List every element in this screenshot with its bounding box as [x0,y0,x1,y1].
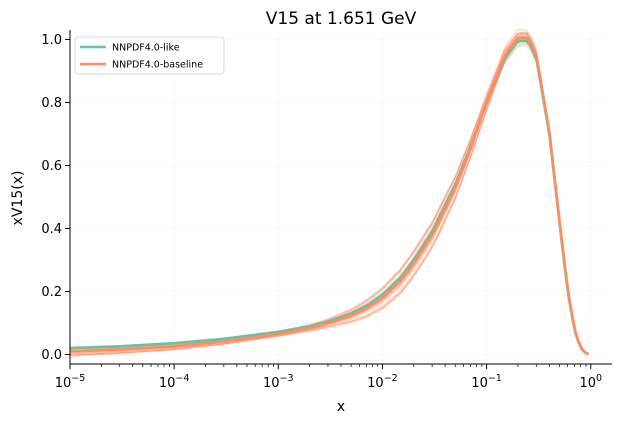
replica-line [69,33,589,355]
y-tick-label: 0.6 [41,159,62,174]
x-tick-label: 10−2 [367,373,398,391]
replica-line [69,31,589,355]
replica-line [69,45,589,355]
replica-line [69,40,589,357]
replica-line [69,42,589,355]
y-axis-label: xV15(x) [10,171,26,226]
x-tick-label: 10−1 [471,373,502,391]
replica-bands [69,28,589,357]
x-tick-label: 10−3 [263,373,294,391]
replica-line [69,29,589,355]
replica-line [69,28,589,355]
replica-line [69,38,589,355]
replica-line [69,37,589,356]
x-tick-label: 10−5 [55,373,86,391]
replica-line [69,32,589,356]
replica-line [69,45,589,356]
replica-line [69,41,589,355]
x-axis-label: x [337,399,345,415]
replica-line [69,35,589,355]
replica-line [69,39,589,355]
replica-line [69,34,589,355]
replica-line [69,39,589,355]
replica-line [69,28,589,356]
y-tick-label: 0.4 [41,222,62,237]
y-tick-label: 0.2 [41,285,62,300]
replica-line [69,32,589,355]
replica-line [69,33,589,355]
replica-line [69,43,589,355]
replica-line [69,35,589,355]
replica-line [69,35,589,355]
replica-line [69,39,589,355]
replica-line [69,33,589,355]
replica-line [69,43,589,355]
replica-line [69,32,589,355]
replica-line [69,32,589,355]
series-line-2 [69,36,590,356]
replica-line [69,42,589,355]
x-tick-label: 100 [579,373,602,391]
legend: NNPDF4.0-like NNPDF4.0-baseline [74,36,225,75]
replica-line [69,40,589,355]
y-tick-label: 0.8 [41,96,62,111]
ticks: 10−5 10−4 10−3 10−2 10−1 100 0.0 0.2 0.4 0.6 0.8 1.… [41,33,602,391]
replica-line [69,40,589,355]
replica-line [69,36,589,355]
replica-line [69,40,589,356]
replica-line [69,38,589,355]
replica-line [69,32,589,356]
replica-line [69,40,589,355]
replica-line [69,41,589,355]
replica-line [69,43,589,356]
replica-line [69,34,589,355]
series-lines [69,36,590,356]
replica-line [69,37,589,355]
replica-line [69,35,589,355]
replica-line [69,41,589,355]
legend-box [74,36,225,75]
replica-line [69,37,589,355]
replica-line [69,45,589,355]
replica-line [69,34,589,355]
replica-line [69,38,589,356]
replica-line [69,35,589,357]
replica-line [69,37,589,357]
y-tick-label: 0.0 [41,348,62,363]
y-tick-label: 1.0 [41,33,62,48]
legend-label-1: NNPDF4.0-like [112,43,180,54]
replica-line [69,34,589,355]
x-tick-label: 10−4 [159,373,190,391]
replica-line [69,44,589,355]
replica-line [69,33,589,355]
replica-line [69,37,589,355]
replica-line [69,40,589,355]
replica-line [69,38,589,356]
chart-title: V15 at 1.651 GeV [266,9,417,29]
replica-line [69,41,589,355]
replica-line [69,33,589,356]
replica-line [69,35,589,355]
replica-line [69,41,589,355]
replica-line [69,40,589,355]
legend-label-2: NNPDF4.0-baseline [112,60,203,71]
replica-line [69,33,589,356]
replica-line [69,40,589,355]
series-line-1 [69,39,590,356]
